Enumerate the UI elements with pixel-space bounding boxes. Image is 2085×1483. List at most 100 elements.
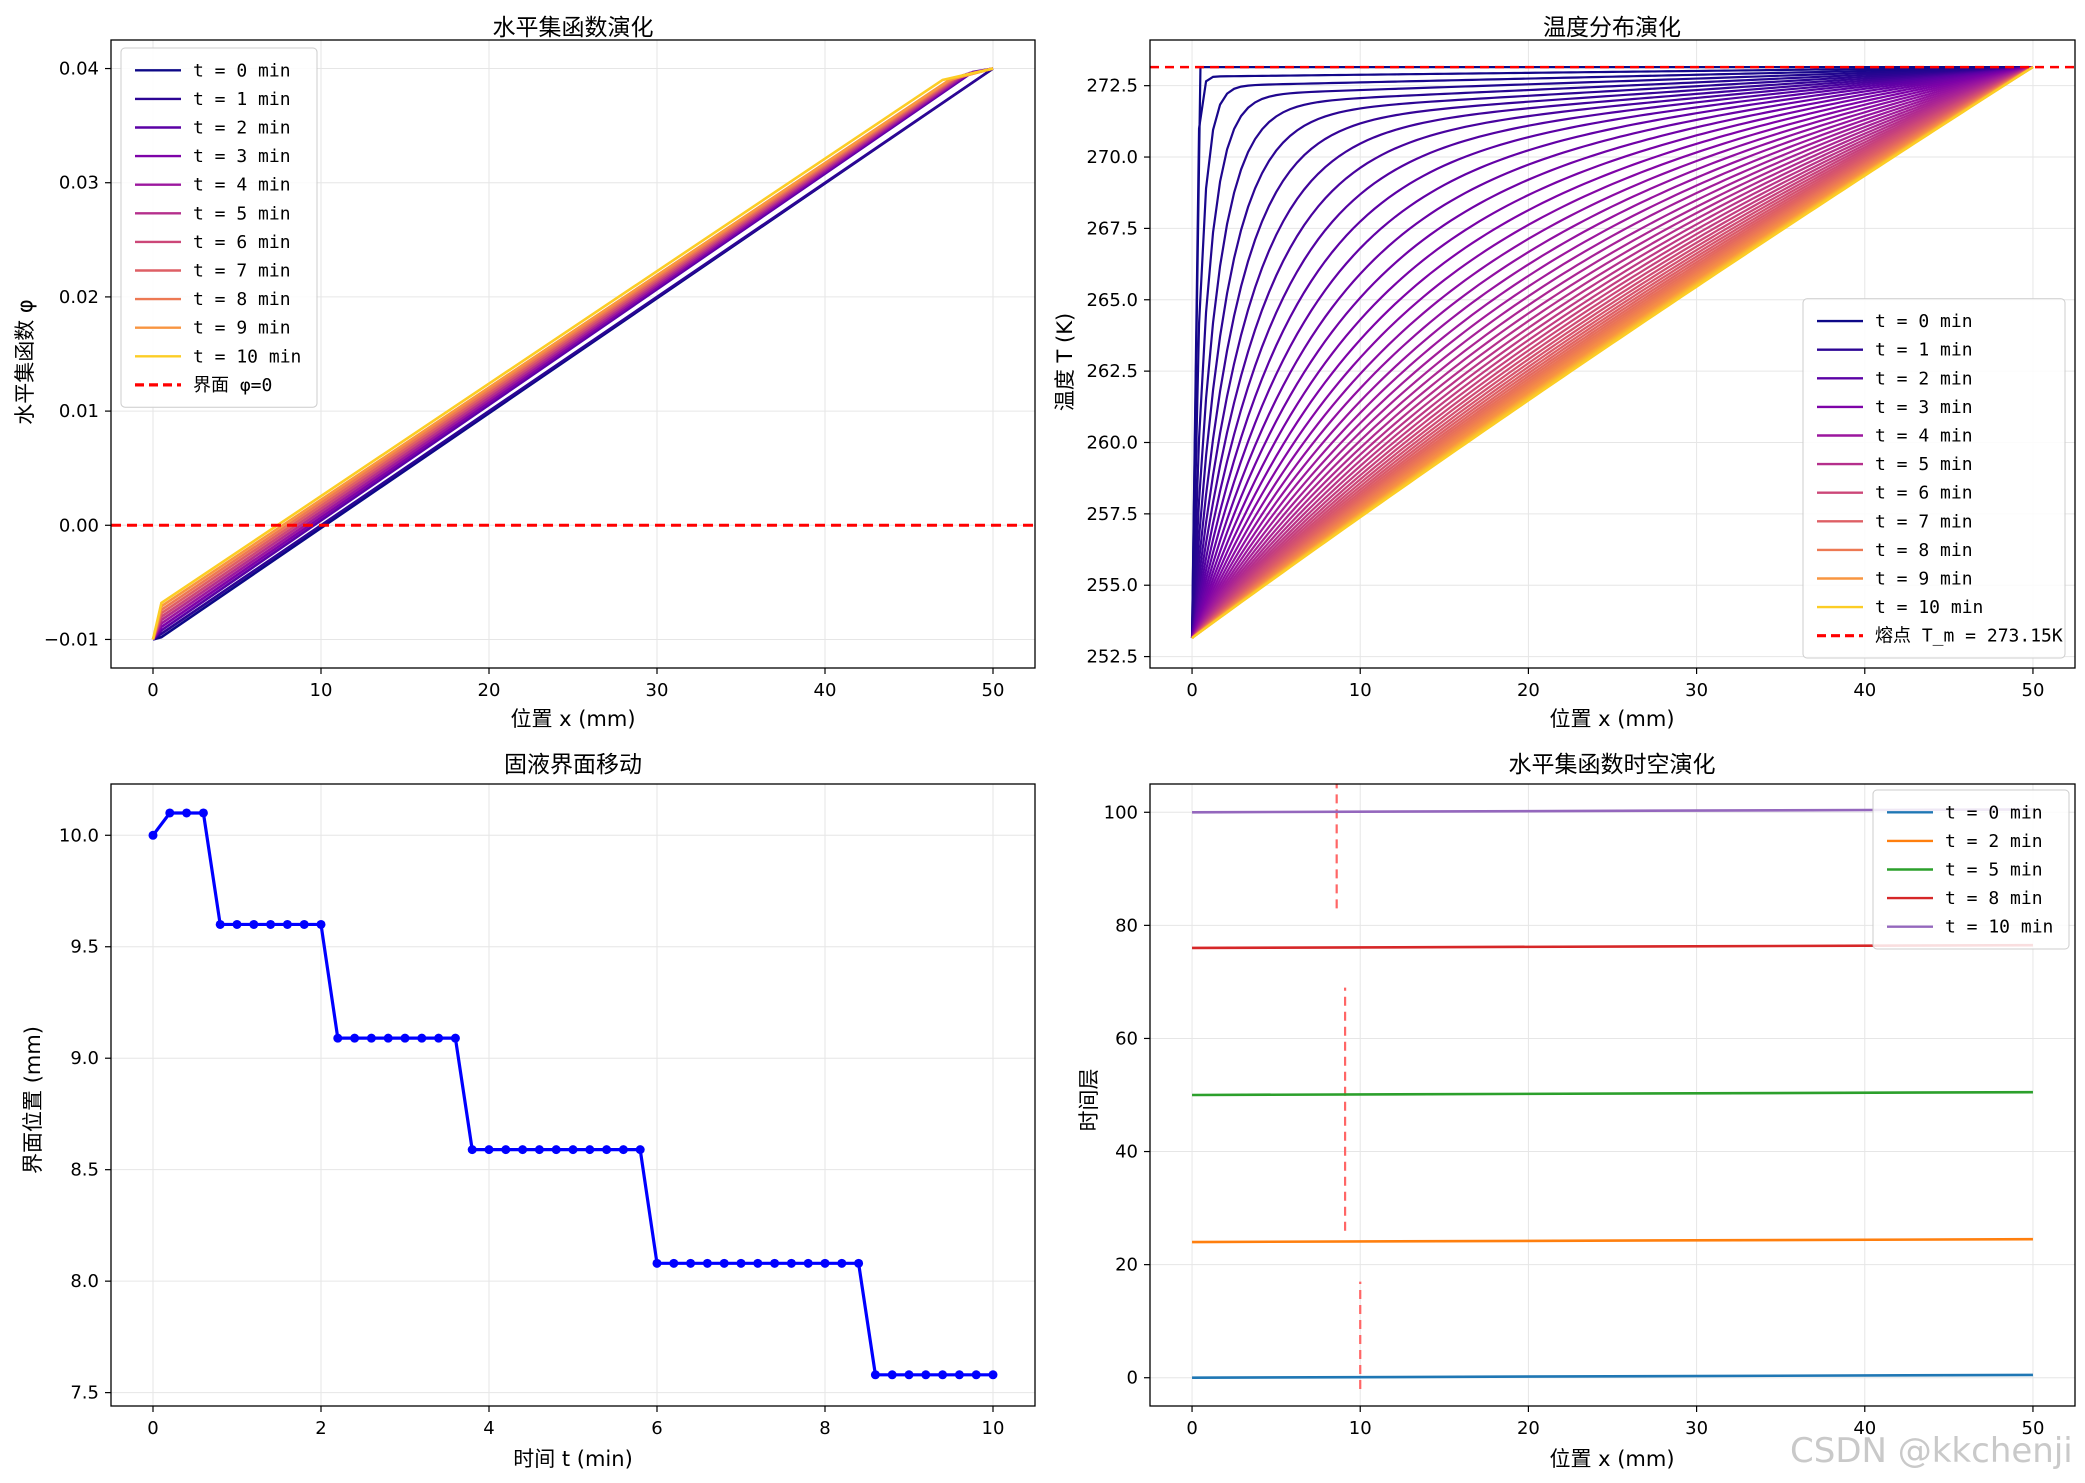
temperature-curve — [1191, 66, 2034, 639]
panel-level-set-spacetime: 水平集函数时空演化 位置 x (mm) 时间层 0 10 20 30 40 50 0 20 40… — [1077, 752, 2076, 1471]
y-tick-label: −0.01 — [44, 629, 99, 650]
x-tick-label: 10 — [310, 680, 333, 701]
y-tick-label: 7.5 — [70, 1383, 99, 1404]
temperature-curve — [1190, 66, 2033, 639]
y-tick-label: 0.00 — [59, 515, 99, 536]
y-tick-label: 10.0 — [59, 825, 99, 846]
legend-label: t = 0 min — [193, 60, 291, 81]
axes-frame — [110, 783, 1036, 1407]
temperature-curve — [1191, 66, 2034, 639]
plot-area — [148, 808, 998, 1380]
temperature-curve — [1190, 66, 2034, 639]
series-line — [1192, 1090, 2033, 1097]
data-point — [400, 1033, 410, 1043]
series-line — [1192, 1373, 2033, 1380]
temperature-curve — [1190, 66, 2034, 639]
data-point — [736, 1258, 746, 1268]
legend-label: t = 2 min — [1875, 368, 1973, 389]
x-tick-label: 40 — [814, 680, 837, 701]
y-tick-label: 252.5 — [1086, 647, 1138, 668]
chart-title: 水平集函数演化 — [493, 15, 654, 41]
grid — [111, 784, 1035, 1406]
y-tick-label: 262.5 — [1086, 361, 1138, 382]
axes-frame — [110, 39, 1036, 669]
data-point — [551, 1145, 561, 1155]
legend-label: t = 8 min — [1945, 888, 2043, 909]
temperature-curve — [1191, 66, 2034, 639]
temperature-curve — [1190, 66, 2034, 639]
legend-label: t = 5 min — [1945, 860, 2043, 881]
legend: t = 0 min t = 1 min t = 2 min t = 3 min t = … — [120, 47, 318, 408]
data-point — [316, 919, 326, 929]
data-point — [686, 1258, 696, 1268]
x-tick-label: 0 — [147, 680, 158, 701]
data-point — [182, 808, 192, 818]
data-point — [467, 1145, 477, 1155]
temperature-curve — [1190, 66, 2034, 639]
temperature-curve — [1190, 66, 2034, 639]
y-tick-label: 60 — [1115, 1028, 1138, 1049]
axes-frame — [1149, 39, 2076, 669]
data-point — [534, 1145, 544, 1155]
x-axis-label: 位置 x (mm) — [510, 707, 635, 731]
data-point — [585, 1145, 595, 1155]
data-point — [350, 1033, 360, 1043]
legend-label: t = 8 min — [1875, 540, 1973, 561]
data-point — [803, 1258, 813, 1268]
data-point — [954, 1370, 964, 1380]
x-tick-label: 4 — [483, 1418, 494, 1439]
data-point — [719, 1258, 729, 1268]
temperature-curve — [1191, 66, 2034, 639]
y-tick-label: 9.0 — [70, 1048, 99, 1069]
y-tick-label: 260.0 — [1086, 432, 1138, 453]
data-point — [702, 1258, 712, 1268]
data-point — [988, 1370, 998, 1380]
data-point — [232, 919, 242, 929]
y-tick-label: 20 — [1115, 1255, 1138, 1276]
temperature-curve — [1191, 66, 2034, 639]
temperature-curve — [1191, 66, 2034, 639]
y-tick-label: 267.5 — [1086, 218, 1138, 239]
data-point — [266, 919, 276, 929]
y-tick-label: 0.03 — [59, 173, 99, 194]
temperature-curve — [1191, 66, 2034, 639]
temperature-curve — [1191, 66, 2034, 639]
data-point — [501, 1145, 511, 1155]
legend-label: t = 5 min — [1875, 454, 1973, 475]
y-axis-label: 时间层 — [1077, 1069, 1101, 1132]
data-point — [618, 1145, 628, 1155]
data-point — [434, 1033, 444, 1043]
temperature-curve — [1191, 66, 2034, 639]
data-point — [971, 1370, 981, 1380]
legend-label: t = 9 min — [1875, 569, 1973, 590]
chart-title: 温度分布演化 — [1543, 15, 1681, 41]
temperature-curve — [1191, 66, 2034, 639]
y-tick-label: 255.0 — [1086, 575, 1138, 596]
data-point — [198, 808, 208, 818]
panel-level-set-evolution: 水平集函数演化 位置 x (mm) 水平集函数 φ 0 10 20 30 40 50 −0.… — [13, 15, 1036, 731]
axis-ticks: 0 10 20 30 40 50 0 20 40 60 80 100 — [1104, 802, 2045, 1439]
x-tick-label: 50 — [2022, 1418, 2045, 1439]
legend-label: t = 6 min — [193, 232, 291, 253]
y-tick-label: 8.5 — [70, 1160, 99, 1181]
x-tick-label: 2 — [315, 1418, 326, 1439]
data-point — [770, 1258, 780, 1268]
temperature-curve — [1190, 66, 2034, 639]
legend-label: t = 7 min — [193, 261, 291, 282]
temperature-curve — [1191, 66, 2034, 639]
y-tick-label: 272.5 — [1086, 76, 1138, 97]
legend-label: t = 5 min — [193, 203, 291, 224]
y-tick-label: 0 — [1127, 1368, 1138, 1389]
legend-label: t = 0 min — [1945, 802, 2043, 823]
series-line — [1192, 1237, 2033, 1244]
plot-area — [1150, 65, 2075, 639]
axis-ticks: 0 2 4 6 8 10 7.5 8.0 8.5 9.0 9.5 10.0 — [59, 825, 1005, 1439]
temperature-curve — [1190, 66, 2034, 639]
temperature-curve — [1190, 66, 2034, 639]
data-point — [870, 1370, 880, 1380]
x-tick-label: 0 — [1186, 680, 1197, 701]
legend-label: 界面 φ=0 — [193, 375, 272, 396]
data-point — [887, 1370, 897, 1380]
temperature-curve — [1191, 66, 2034, 639]
